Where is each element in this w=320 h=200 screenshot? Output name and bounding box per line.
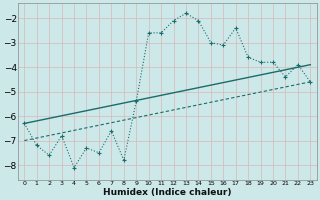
- X-axis label: Humidex (Indice chaleur): Humidex (Indice chaleur): [103, 188, 232, 197]
